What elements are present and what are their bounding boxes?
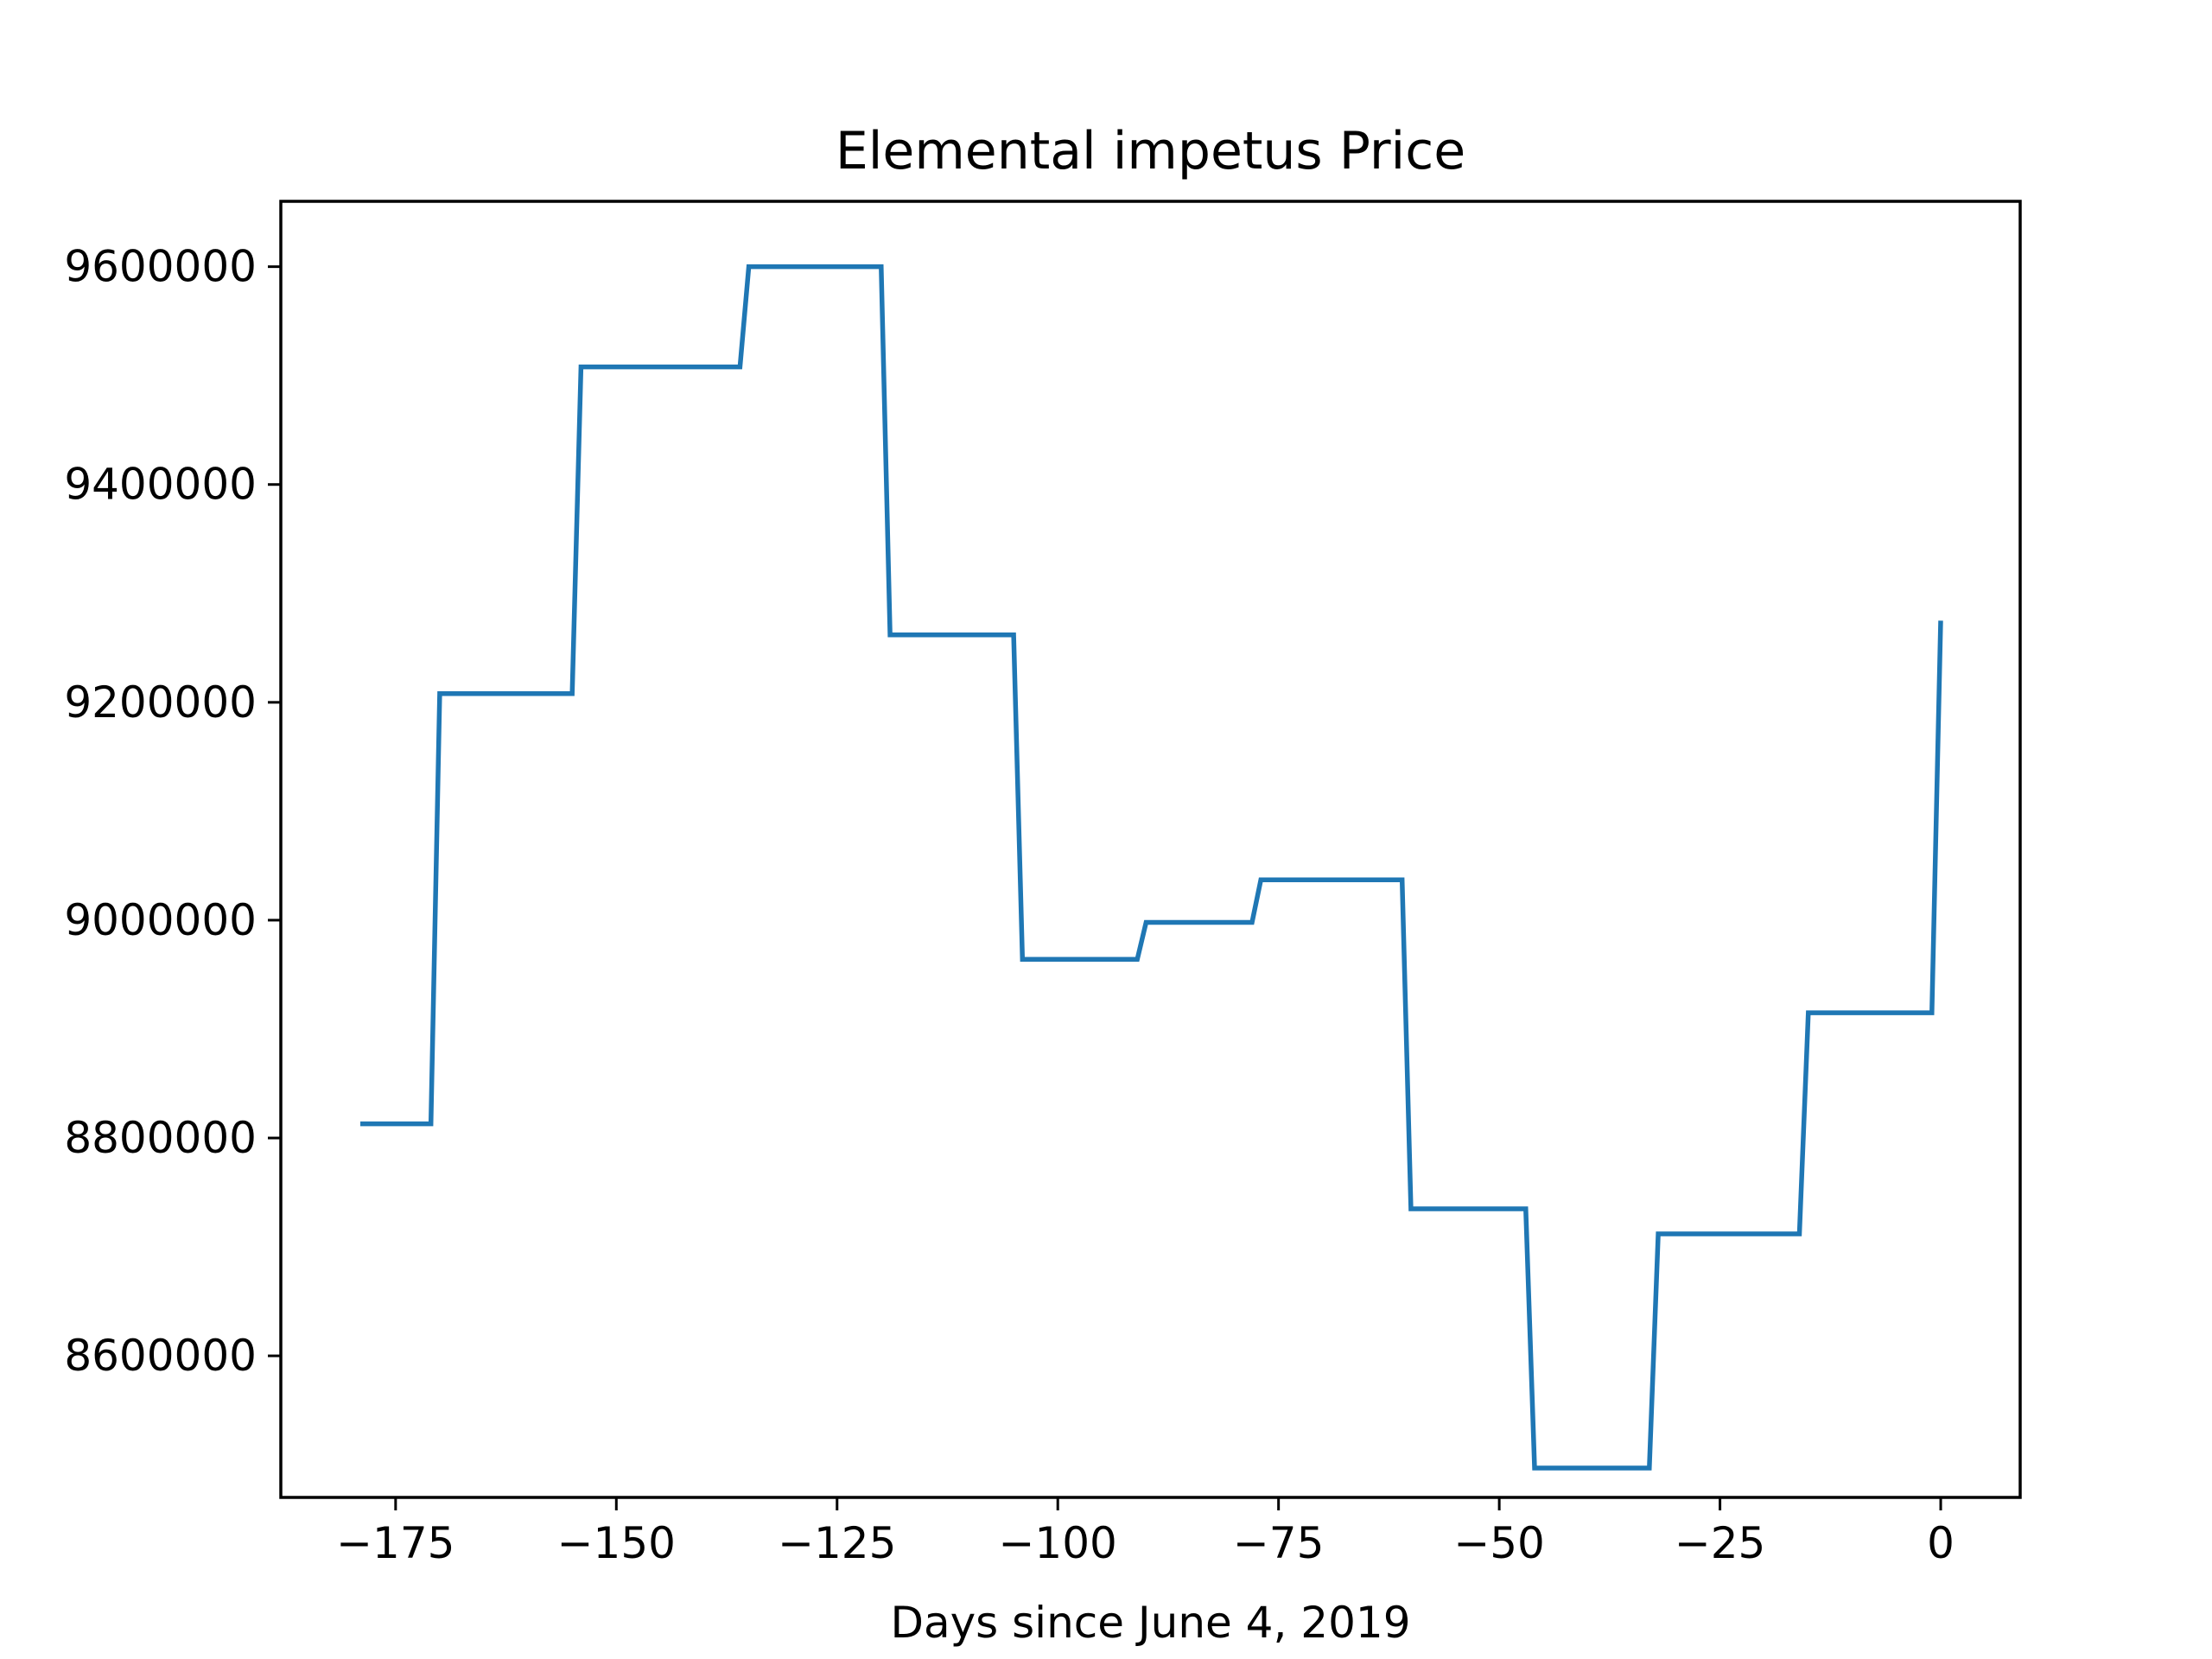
x-axis-label: Days since June 4, 2019 [890, 1598, 1410, 1648]
y-tick-label: 8600000 [64, 1331, 257, 1381]
x-tick-label: −25 [1675, 1518, 1766, 1568]
x-tick-label: 0 [1927, 1518, 1955, 1568]
y-tick-label: 9400000 [64, 460, 257, 510]
y-tick-label: 9000000 [64, 895, 257, 945]
y-tick-label: 9600000 [64, 242, 257, 292]
x-tick-label: −75 [1233, 1518, 1325, 1568]
x-tick-label: −125 [778, 1518, 896, 1568]
x-tick-label: −100 [999, 1518, 1117, 1568]
y-tick-label: 9200000 [64, 677, 257, 728]
x-tick-label: −50 [1453, 1518, 1545, 1568]
x-tick-label: −175 [336, 1518, 454, 1568]
x-tick-label: −150 [557, 1518, 676, 1568]
y-tick-label: 8800000 [64, 1113, 257, 1163]
chart-title: Elemental impetus Price [836, 121, 1465, 181]
